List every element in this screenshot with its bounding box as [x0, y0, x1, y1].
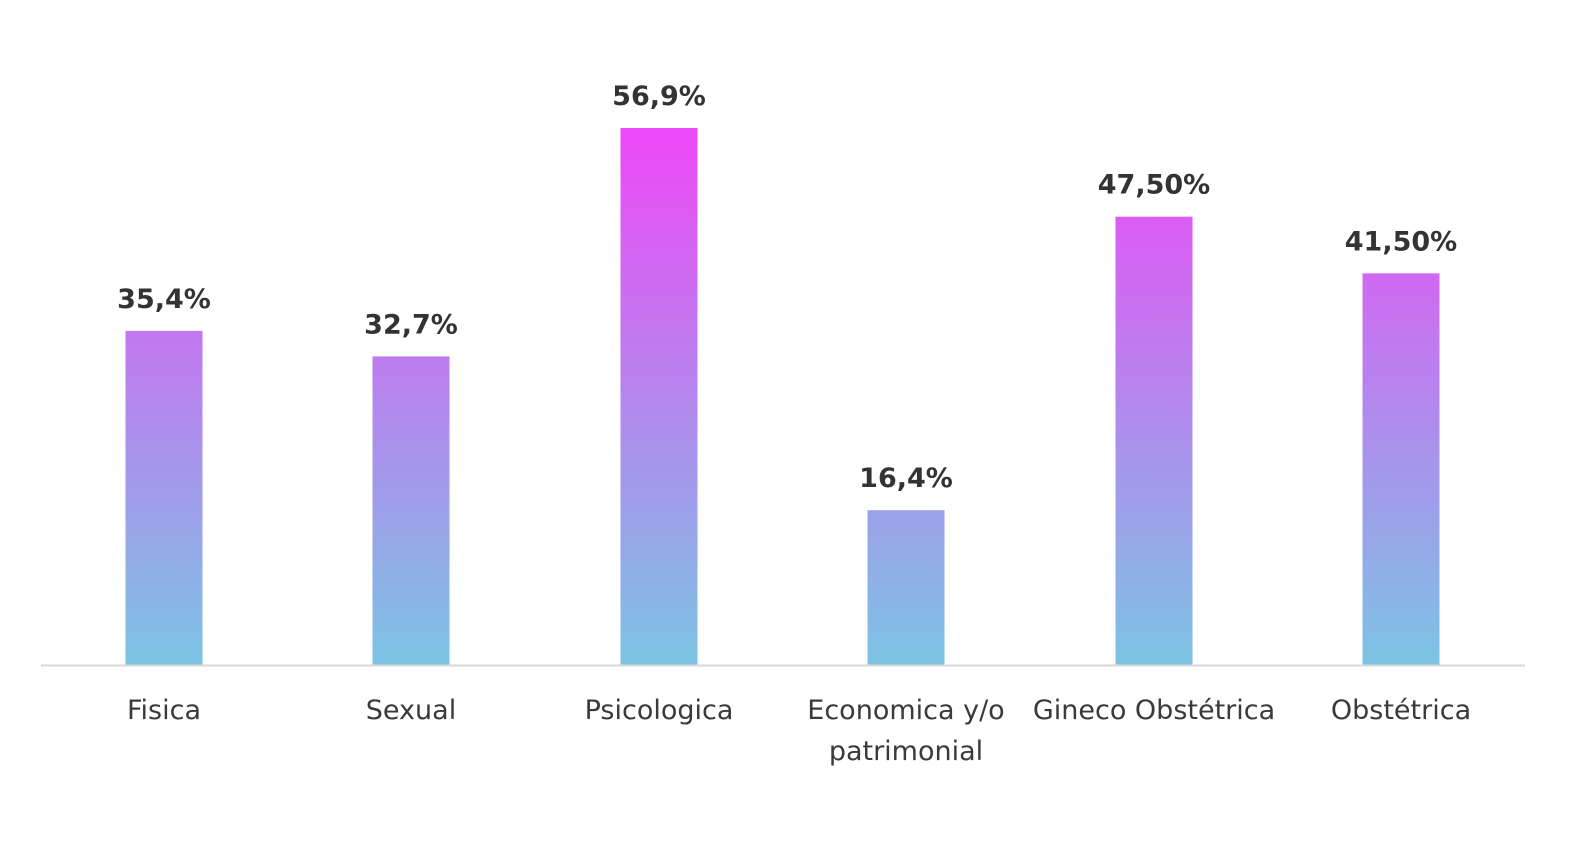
bar-3	[867, 510, 945, 665]
bar-4	[1115, 216, 1193, 665]
category-label-5: Obstétrica	[1331, 695, 1471, 726]
value-label-0: 35,4%	[117, 284, 211, 315]
category-label-3: Economica y/o patrimonial	[807, 695, 1004, 767]
bar-2	[620, 128, 698, 665]
category-label-0: Fisica	[127, 695, 201, 726]
category-label-2: Psicologica	[585, 695, 734, 726]
value-label-2: 56,9%	[612, 81, 706, 112]
bar-5	[1362, 273, 1440, 665]
value-label-4: 47,50%	[1098, 170, 1210, 201]
bar-0	[125, 330, 203, 665]
value-label-1: 32,7%	[364, 309, 458, 340]
category-label-1: Sexual	[366, 695, 456, 726]
value-label-5: 41,50%	[1345, 226, 1457, 257]
bars-layer	[125, 128, 1440, 665]
bar-1	[372, 356, 450, 665]
labels-layer: 35,4% Fisica 32,7% Sexual 56,9% Psicologica 16…	[117, 81, 1471, 767]
category-label-4: Gineco Obstétrica	[1033, 695, 1275, 726]
value-label-3: 16,4%	[859, 463, 953, 494]
